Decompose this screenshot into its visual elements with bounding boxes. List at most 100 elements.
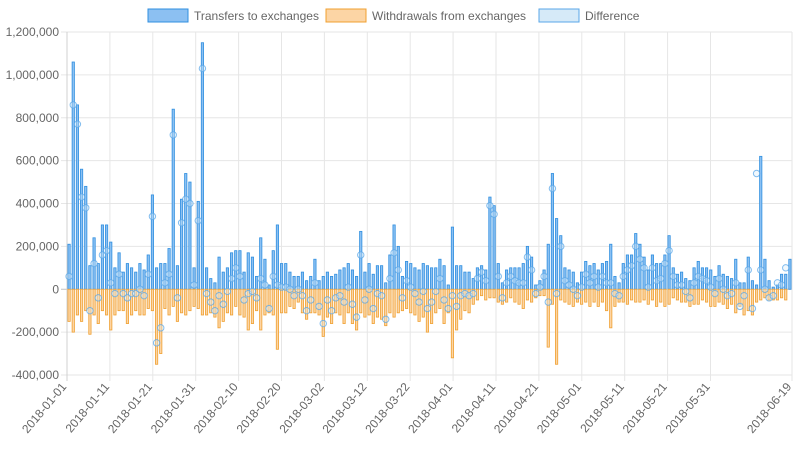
withdrawal-bar — [284, 288, 288, 314]
y-tick-label: 800,000 — [16, 111, 60, 125]
difference-point — [565, 281, 573, 289]
transfer-bar — [159, 263, 163, 290]
withdrawal-bar — [771, 288, 775, 301]
transfer-bar — [292, 275, 296, 290]
difference-point — [698, 274, 707, 283]
difference-point — [248, 287, 257, 296]
difference-point — [348, 300, 357, 308]
withdrawal-bar — [759, 288, 763, 301]
legend-swatch — [325, 8, 367, 23]
difference-point — [494, 272, 502, 281]
difference-point — [744, 266, 752, 274]
withdrawal-bar — [384, 288, 388, 327]
withdrawal-bar — [442, 288, 446, 324]
difference-point — [140, 291, 148, 300]
transfer-bar — [155, 267, 159, 290]
legend-label: Transfers to exchanges — [194, 9, 319, 23]
difference-point — [344, 283, 352, 291]
transfer-bar — [438, 258, 442, 290]
difference-point — [332, 294, 340, 302]
withdrawal-bar — [330, 288, 334, 324]
withdrawal-bar — [267, 288, 271, 314]
withdrawal-bar — [609, 288, 613, 329]
withdrawal-bar — [500, 288, 504, 305]
withdrawal-bar — [617, 288, 621, 303]
difference-point — [590, 272, 598, 281]
transfer-bar — [130, 267, 134, 290]
transfer-bar — [455, 265, 459, 290]
legend-label: Withdrawals from exchanges — [372, 9, 526, 23]
x-tick-label: 2018-04-01 — [405, 380, 455, 436]
transfer-bar — [763, 258, 767, 290]
withdrawal-bar — [467, 288, 471, 314]
transfer-bar — [246, 252, 250, 290]
withdrawal-bar — [105, 288, 109, 316]
transfer-bar — [755, 284, 759, 290]
difference-point — [457, 291, 465, 300]
difference-point — [436, 274, 444, 283]
withdrawal-bar — [763, 288, 767, 299]
transfer-bar — [467, 271, 471, 290]
difference-point — [232, 264, 240, 272]
withdrawal-bar — [271, 288, 275, 316]
transfer-bar — [184, 173, 188, 290]
withdrawal-bar — [680, 288, 684, 303]
difference-point — [502, 279, 511, 287]
transfer-bar — [67, 243, 71, 290]
difference-point — [748, 304, 757, 313]
difference-point — [357, 251, 365, 259]
withdrawal-bar — [92, 288, 96, 316]
difference-point — [307, 296, 315, 304]
transfer-bar — [384, 282, 388, 290]
withdrawal-bar — [509, 288, 513, 299]
withdrawal-bar — [596, 288, 600, 307]
transfer-bar — [196, 200, 200, 290]
difference-point — [119, 289, 127, 298]
withdrawal-bar — [84, 288, 88, 312]
transfer-bar — [125, 263, 129, 290]
withdrawal-bar — [717, 288, 721, 303]
withdrawal-bar — [196, 288, 200, 309]
difference-point — [98, 251, 107, 259]
withdrawal-bar — [555, 288, 559, 365]
difference-point — [632, 242, 640, 251]
difference-point — [215, 291, 223, 300]
withdrawal-bar — [380, 288, 384, 320]
transfer-bar — [105, 224, 109, 290]
transfer-bar — [400, 275, 404, 290]
difference-point — [577, 283, 586, 291]
withdrawal-bar — [180, 288, 184, 314]
withdrawal-bar — [117, 288, 121, 312]
transfer-bar — [742, 282, 746, 290]
difference-point — [452, 302, 461, 311]
difference-point — [557, 242, 565, 251]
withdrawal-bar — [675, 288, 679, 301]
withdrawal-bar — [192, 288, 196, 307]
difference-point — [694, 272, 702, 281]
difference-point — [561, 276, 569, 285]
difference-point — [311, 279, 319, 287]
transfer-bar — [242, 271, 246, 290]
withdrawal-bar — [705, 288, 709, 303]
withdrawal-bar — [400, 288, 404, 312]
difference-point — [711, 289, 719, 298]
withdrawal-bar — [513, 288, 517, 303]
difference-point — [390, 249, 398, 257]
difference-point — [761, 285, 769, 293]
difference-point — [273, 281, 282, 289]
withdrawal-bar — [588, 288, 592, 307]
withdrawal-bar — [700, 288, 704, 301]
difference-point — [323, 296, 332, 304]
withdrawal-bar — [696, 288, 700, 305]
transfer-bar — [134, 271, 138, 290]
difference-point — [365, 285, 373, 293]
withdrawal-bar — [305, 288, 309, 320]
difference-point — [165, 270, 173, 278]
difference-point — [298, 291, 307, 300]
difference-point — [498, 294, 507, 302]
withdrawal-bar — [342, 288, 346, 324]
difference-point — [473, 274, 482, 283]
transfer-bar — [471, 278, 475, 290]
difference-point — [157, 324, 165, 332]
transfer-bar — [430, 267, 434, 290]
